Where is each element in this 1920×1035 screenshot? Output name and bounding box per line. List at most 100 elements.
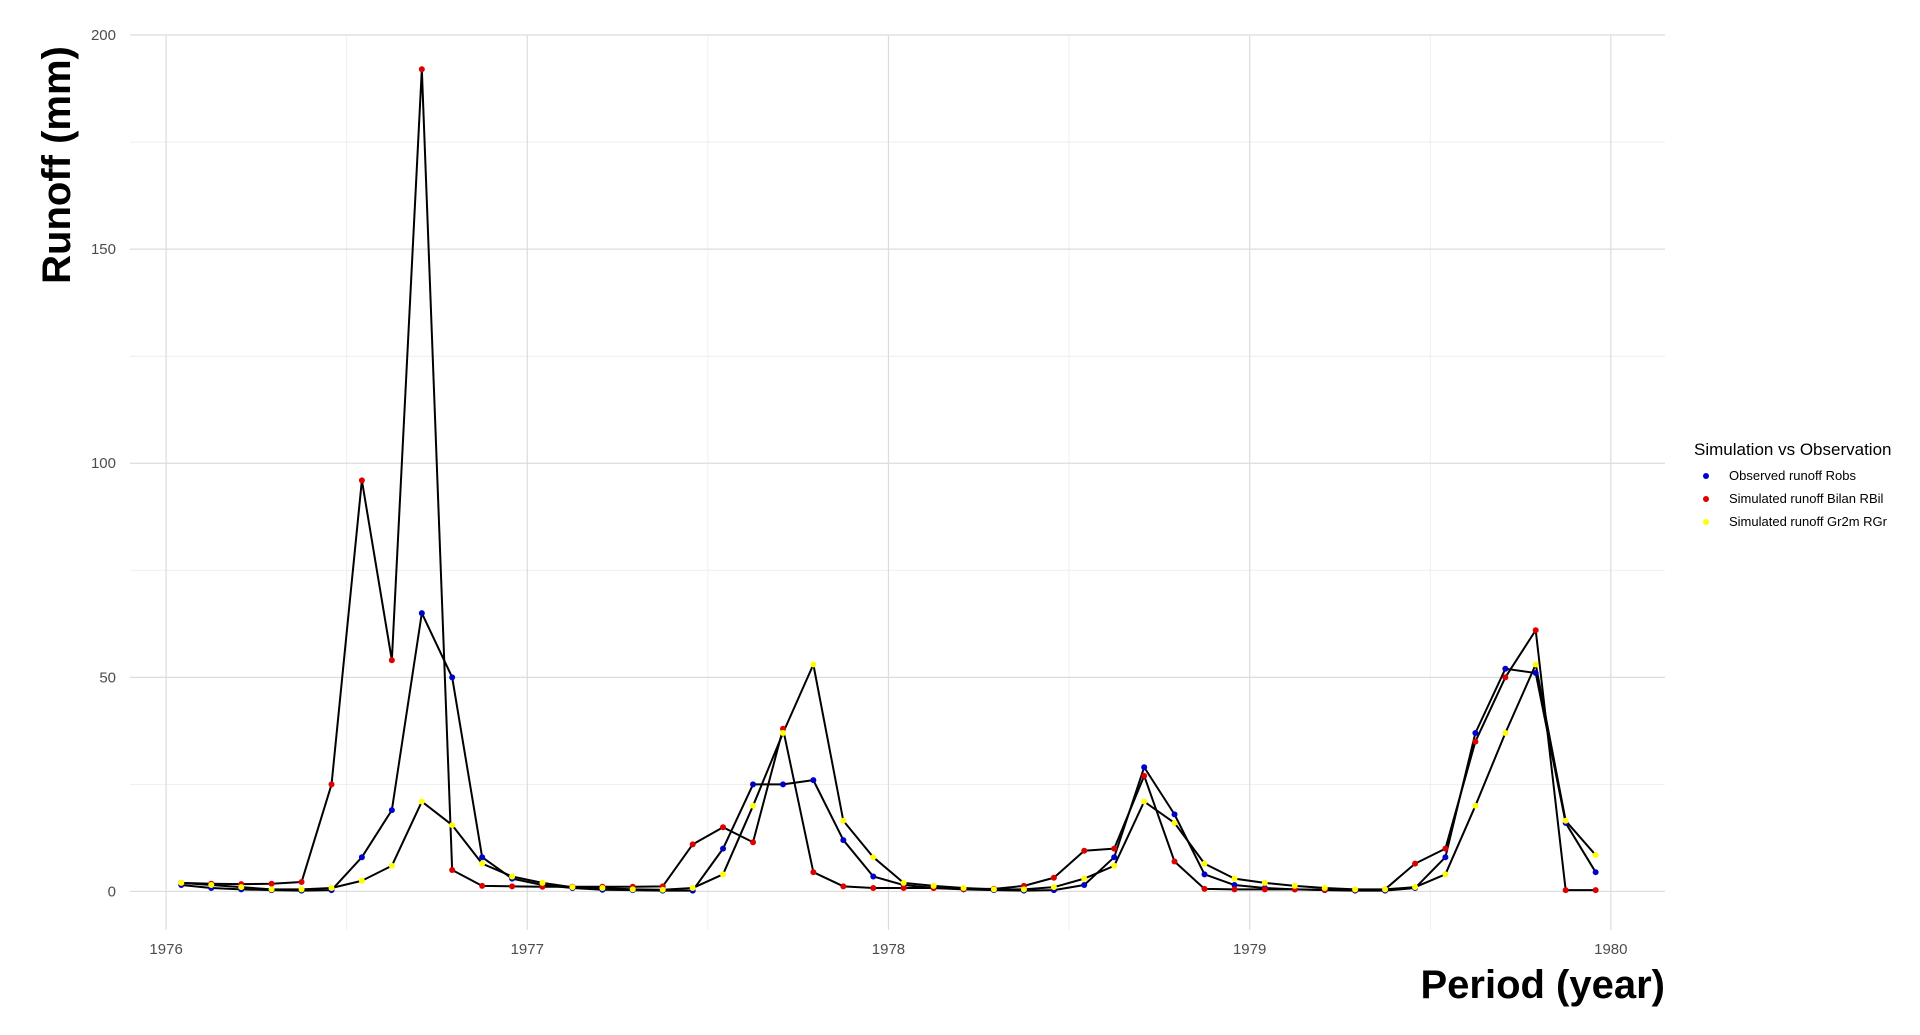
data-point-series-1 <box>1592 869 1599 876</box>
legend-title: Simulation vs Observation <box>1694 440 1891 459</box>
x-axis-title: Period (year) <box>1420 963 1665 1007</box>
data-point-series-1 <box>1442 854 1449 861</box>
data-point-series-1 <box>1111 854 1118 861</box>
x-tick-label: 1977 <box>511 941 544 958</box>
legend-label-1: Observed runoff Robs <box>1729 468 1856 483</box>
data-point-series-2 <box>900 885 907 892</box>
data-point-series-1 <box>1081 882 1088 889</box>
data-point-series-2 <box>298 879 305 886</box>
data-point-series-1 <box>840 837 847 844</box>
data-point-series-3 <box>930 882 937 889</box>
data-point-series-2 <box>479 882 486 889</box>
x-tick-labels: 1976 1977 1978 1979 1980 <box>149 941 1627 958</box>
data-point-series-3 <box>388 862 395 869</box>
data-point-series-2 <box>358 477 365 484</box>
series-points-layer <box>178 66 1599 894</box>
data-point-series-2 <box>720 824 727 831</box>
data-point-series-2 <box>388 657 395 664</box>
data-point-series-2 <box>449 867 456 874</box>
data-point-series-3 <box>509 873 516 880</box>
data-point-series-3 <box>990 886 997 893</box>
data-point-series-2 <box>418 66 425 73</box>
data-point-series-3 <box>178 879 185 886</box>
data-point-series-2 <box>1201 885 1208 892</box>
y-tick-label: 100 <box>91 455 116 472</box>
x-tick-label: 1980 <box>1594 941 1627 958</box>
data-point-series-1 <box>1201 871 1208 878</box>
y-tick-label: 0 <box>108 883 116 900</box>
data-point-series-2 <box>870 885 877 892</box>
data-point-series-3 <box>208 882 215 889</box>
data-point-series-2 <box>1442 845 1449 852</box>
data-point-series-3 <box>750 802 757 809</box>
legend-label-3: Simulated runoff Gr2m RGr <box>1729 514 1888 529</box>
data-point-series-2 <box>1111 845 1118 852</box>
data-point-series-2 <box>1231 886 1238 893</box>
data-point-series-3 <box>659 886 666 893</box>
data-point-series-3 <box>569 884 576 891</box>
data-point-series-3 <box>1050 884 1057 891</box>
data-point-series-3 <box>1141 798 1148 805</box>
data-point-series-1 <box>1472 730 1479 737</box>
data-point-series-2 <box>268 880 275 887</box>
data-point-series-3 <box>1020 886 1027 893</box>
data-point-series-2 <box>1261 886 1268 893</box>
y-tick-label: 150 <box>91 241 116 258</box>
data-point-series-2 <box>1141 772 1148 779</box>
x-tick-label: 1978 <box>872 941 905 958</box>
data-point-series-3 <box>1081 875 1088 882</box>
data-point-series-3 <box>539 879 546 886</box>
legend: Simulation vs Observation Observed runof… <box>1694 440 1891 529</box>
data-point-series-3 <box>1442 871 1449 878</box>
data-point-series-3 <box>1201 860 1208 867</box>
series-lines-layer <box>181 68 1597 892</box>
data-point-series-1 <box>1231 882 1238 889</box>
series-line-3 <box>181 663 1597 891</box>
data-point-series-2 <box>689 841 696 848</box>
data-point-series-2 <box>840 883 847 890</box>
data-point-series-3 <box>840 817 847 824</box>
data-point-series-2 <box>1081 847 1088 854</box>
x-tick-label: 1979 <box>1233 941 1266 958</box>
legend-key-1 <box>1703 473 1709 479</box>
data-point-series-3 <box>268 886 275 893</box>
data-point-series-2 <box>509 883 516 890</box>
data-point-series-2 <box>810 869 817 876</box>
data-point-series-3 <box>298 886 305 893</box>
data-point-series-3 <box>1382 886 1389 893</box>
data-point-series-3 <box>358 877 365 884</box>
data-point-series-2 <box>1050 874 1057 881</box>
data-point-series-1 <box>1502 665 1509 672</box>
data-point-series-3 <box>1502 730 1509 737</box>
data-point-series-3 <box>960 885 967 892</box>
data-point-series-3 <box>780 730 787 737</box>
data-point-series-1 <box>388 807 395 814</box>
legend-key-2 <box>1703 496 1709 502</box>
data-point-series-3 <box>449 822 456 829</box>
data-point-series-2 <box>1562 887 1569 894</box>
data-point-series-1 <box>418 610 425 617</box>
data-point-series-3 <box>1472 802 1479 809</box>
data-point-series-2 <box>1532 627 1539 634</box>
data-point-series-1 <box>720 845 727 852</box>
data-point-series-2 <box>1412 860 1419 867</box>
y-tick-label: 50 <box>99 669 116 686</box>
data-point-series-3 <box>1231 875 1238 882</box>
data-point-series-3 <box>1352 886 1359 893</box>
data-point-series-3 <box>418 798 425 805</box>
data-point-series-1 <box>870 873 877 880</box>
y-tick-label: 200 <box>91 27 116 44</box>
data-point-series-1 <box>1141 764 1148 771</box>
data-point-series-3 <box>629 886 636 893</box>
y-tick-labels: 0 50 100 150 200 <box>91 27 116 900</box>
data-point-series-1 <box>780 781 787 788</box>
data-point-series-1 <box>810 777 817 784</box>
data-point-series-3 <box>689 885 696 892</box>
data-point-series-2 <box>780 725 787 732</box>
data-point-series-3 <box>810 661 817 668</box>
data-point-series-3 <box>1592 852 1599 859</box>
legend-label-2: Simulated runoff Bilan RBil <box>1729 491 1884 506</box>
data-point-series-3 <box>1171 819 1178 826</box>
data-point-series-3 <box>1562 817 1569 824</box>
data-point-series-2 <box>1592 887 1599 894</box>
